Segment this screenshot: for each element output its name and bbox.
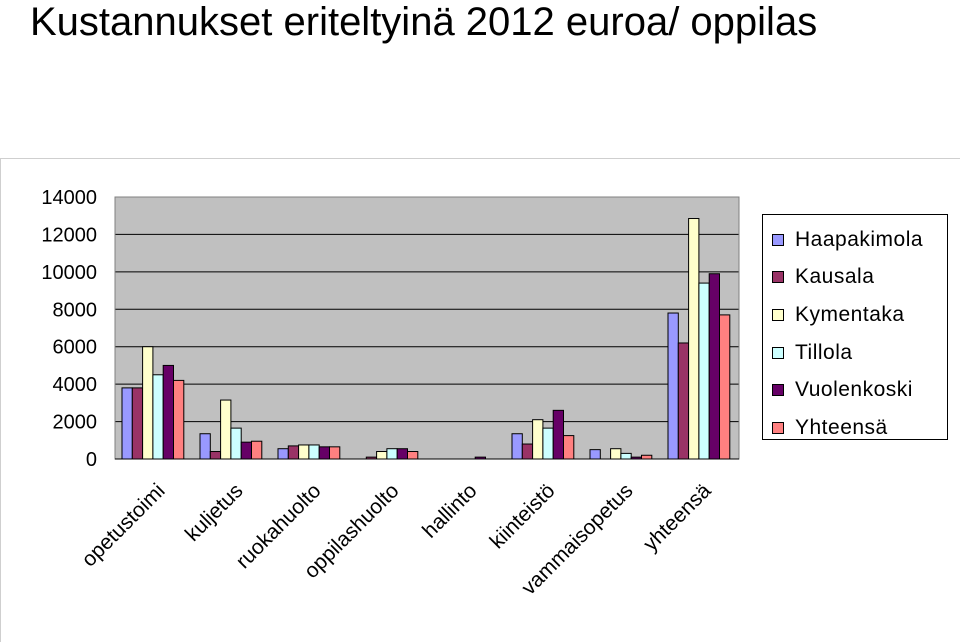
bar xyxy=(240,441,252,460)
bar xyxy=(251,440,263,460)
x-tick-label: hallinto xyxy=(418,479,481,542)
bar xyxy=(589,449,601,460)
legend-swatch xyxy=(772,384,784,397)
legend-label: Vuolenkoski xyxy=(795,378,913,402)
bar xyxy=(152,374,164,460)
bar xyxy=(386,448,398,460)
bar xyxy=(277,448,289,460)
legend-item: Yhteensä xyxy=(763,409,947,447)
y-tick-label: 8000 xyxy=(53,299,98,321)
y-tick-label: 4000 xyxy=(53,374,98,396)
legend-item: Haapakimola xyxy=(763,221,947,259)
chart-area xyxy=(0,158,960,642)
bar xyxy=(563,435,575,460)
bar xyxy=(173,379,185,460)
bar xyxy=(209,451,222,460)
x-tick-label: yhteensä xyxy=(639,479,716,556)
y-tick-label: 10000 xyxy=(41,262,97,284)
legend-item: Kausala xyxy=(763,259,947,297)
bar xyxy=(308,444,320,460)
plot-area xyxy=(115,197,739,459)
y-tick-label: 12000 xyxy=(41,224,97,246)
page-title: Kustannukset eriteltyinä 2012 euroa/ opp… xyxy=(30,0,818,44)
legend-label: Haapakimola xyxy=(795,227,924,251)
bar xyxy=(396,448,409,460)
legend-item: Kymentaka xyxy=(763,296,947,334)
bar xyxy=(287,445,300,460)
legend-label: Kausala xyxy=(795,265,875,289)
bar xyxy=(542,427,554,460)
bar xyxy=(121,387,133,460)
x-tick-label: kiinteistö xyxy=(485,479,559,553)
legend-label: Kymentaka xyxy=(795,302,905,326)
bar xyxy=(532,419,544,460)
bar xyxy=(677,342,690,460)
legend-item: Vuolenkoski xyxy=(763,371,947,409)
bar xyxy=(719,314,731,460)
bar xyxy=(131,387,144,460)
legend-swatch xyxy=(772,271,784,284)
bar xyxy=(698,282,710,460)
bar xyxy=(641,454,653,460)
x-tick-label: kuljetus xyxy=(181,479,248,546)
bar xyxy=(162,364,174,460)
bar xyxy=(610,448,622,460)
chart-legend: Haapakimola Kausala Kymentaka Tillola Vuolen… xyxy=(762,214,948,440)
bar xyxy=(376,451,388,460)
bar xyxy=(220,399,232,460)
legend-item: Tillola xyxy=(763,334,947,372)
legend-swatch xyxy=(772,346,784,359)
y-tick-label: 14000 xyxy=(41,187,97,209)
legend-swatch xyxy=(772,421,784,434)
y-tick-label: 6000 xyxy=(53,337,98,359)
y-tick-label: 2000 xyxy=(53,412,98,434)
legend-swatch xyxy=(772,233,784,246)
bar xyxy=(199,433,211,460)
bar xyxy=(230,427,242,460)
legend-label: Tillola xyxy=(795,340,853,364)
bar xyxy=(142,346,154,460)
bar xyxy=(620,452,632,460)
bar xyxy=(329,446,341,460)
legend-label: Yhteensä xyxy=(795,415,888,439)
bar xyxy=(521,443,534,460)
legend-swatch xyxy=(772,308,784,321)
x-tick-label: opetustoimi xyxy=(77,479,169,571)
bar xyxy=(688,218,700,460)
bar xyxy=(298,444,310,460)
bar xyxy=(552,409,565,460)
bar xyxy=(407,451,419,460)
bar xyxy=(708,273,721,460)
bar xyxy=(511,433,523,460)
bar xyxy=(667,312,679,460)
y-tick-label: 0 xyxy=(86,449,97,471)
bar xyxy=(318,446,331,460)
